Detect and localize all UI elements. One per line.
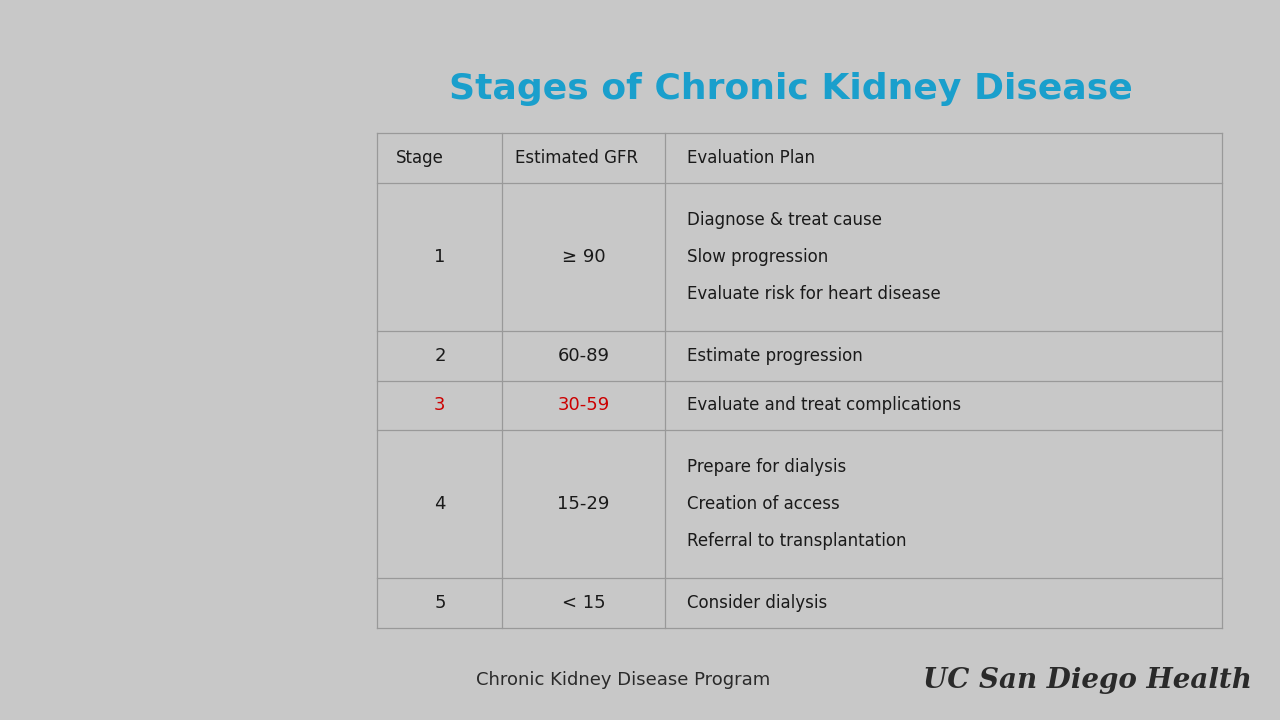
Text: 4: 4 [434, 495, 445, 513]
Text: Consider dialysis: Consider dialysis [687, 594, 827, 612]
Text: ≥ 90: ≥ 90 [562, 248, 605, 266]
Text: 60-89: 60-89 [558, 347, 609, 365]
Text: Diagnose & treat cause: Diagnose & treat cause [687, 211, 882, 229]
Text: 15-29: 15-29 [557, 495, 609, 513]
Text: Creation of access: Creation of access [687, 495, 840, 513]
Text: 1: 1 [434, 248, 445, 266]
Text: < 15: < 15 [562, 594, 605, 612]
Text: Referral to transplantation: Referral to transplantation [687, 532, 906, 550]
Text: 2: 2 [434, 347, 445, 365]
Text: Evaluate risk for heart disease: Evaluate risk for heart disease [687, 285, 941, 303]
Text: Chronic Kidney Disease Program: Chronic Kidney Disease Program [476, 671, 771, 690]
Text: Stage: Stage [397, 149, 444, 167]
Text: UC San Diego Health: UC San Diego Health [923, 667, 1252, 694]
Text: Prepare for dialysis: Prepare for dialysis [687, 458, 846, 476]
Text: Stages of Chronic Kidney Disease: Stages of Chronic Kidney Disease [448, 72, 1133, 107]
Text: Estimate progression: Estimate progression [687, 347, 863, 365]
Text: Slow progression: Slow progression [687, 248, 828, 266]
Text: 3: 3 [434, 396, 445, 414]
Text: 30-59: 30-59 [557, 396, 609, 414]
Text: Evaluation Plan: Evaluation Plan [687, 149, 815, 167]
Text: Estimated GFR: Estimated GFR [516, 149, 639, 167]
Text: 5: 5 [434, 594, 445, 612]
Text: Evaluate and treat complications: Evaluate and treat complications [687, 396, 961, 414]
